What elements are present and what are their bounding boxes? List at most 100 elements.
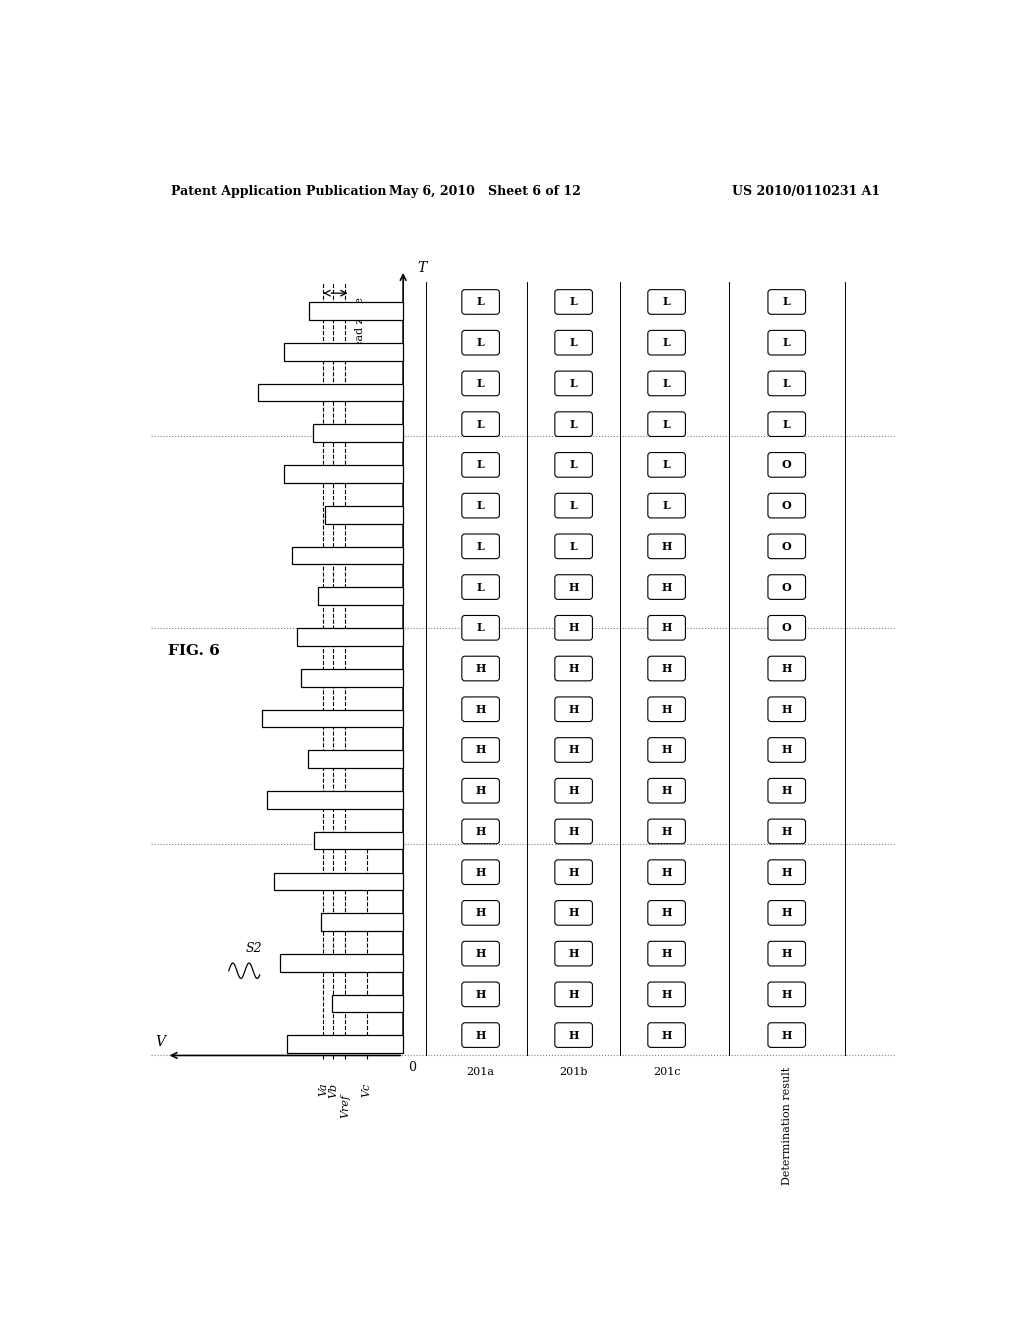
FancyBboxPatch shape	[648, 412, 685, 437]
Text: Va: Va	[318, 1082, 329, 1096]
Text: 201a: 201a	[467, 1067, 495, 1077]
Text: H: H	[475, 948, 485, 960]
Text: H: H	[662, 907, 672, 919]
FancyBboxPatch shape	[462, 697, 500, 722]
Text: L: L	[477, 337, 484, 348]
Text: Vc: Vc	[361, 1082, 372, 1097]
FancyBboxPatch shape	[462, 656, 500, 681]
Bar	[317, 587, 403, 605]
FancyBboxPatch shape	[555, 941, 593, 966]
Text: L: L	[569, 297, 578, 308]
FancyBboxPatch shape	[648, 615, 685, 640]
Text: L: L	[663, 459, 671, 470]
Text: FIG. 6: FIG. 6	[168, 644, 220, 659]
Text: H: H	[568, 948, 579, 960]
FancyBboxPatch shape	[768, 779, 806, 803]
Text: H: H	[475, 826, 485, 837]
Text: O: O	[782, 582, 792, 593]
FancyBboxPatch shape	[768, 494, 806, 517]
Text: L: L	[783, 418, 791, 429]
Text: L: L	[477, 541, 484, 552]
Bar	[273, 873, 403, 890]
Text: L: L	[477, 582, 484, 593]
FancyBboxPatch shape	[768, 1023, 806, 1047]
FancyBboxPatch shape	[555, 859, 593, 884]
Text: L: L	[477, 459, 484, 470]
FancyBboxPatch shape	[462, 941, 500, 966]
Text: May 6, 2010   Sheet 6 of 12: May 6, 2010 Sheet 6 of 12	[388, 185, 581, 198]
FancyBboxPatch shape	[768, 330, 806, 355]
FancyBboxPatch shape	[648, 494, 685, 517]
Text: H: H	[781, 785, 792, 796]
Text: H: H	[781, 744, 792, 755]
Text: L: L	[783, 337, 791, 348]
Text: L: L	[663, 418, 671, 429]
FancyBboxPatch shape	[555, 535, 593, 558]
FancyBboxPatch shape	[462, 412, 500, 437]
Text: L: L	[663, 297, 671, 308]
FancyBboxPatch shape	[768, 697, 806, 722]
Text: H: H	[662, 541, 672, 552]
Text: US 2010/0110231 A1: US 2010/0110231 A1	[731, 185, 880, 198]
FancyBboxPatch shape	[648, 820, 685, 843]
FancyBboxPatch shape	[768, 941, 806, 966]
FancyBboxPatch shape	[462, 574, 500, 599]
Text: H: H	[662, 1030, 672, 1040]
Bar	[322, 913, 403, 931]
FancyBboxPatch shape	[648, 330, 685, 355]
Text: T: T	[417, 261, 426, 275]
FancyBboxPatch shape	[648, 859, 685, 884]
Bar	[258, 384, 403, 401]
Bar	[309, 302, 403, 319]
FancyBboxPatch shape	[648, 453, 685, 478]
Text: H: H	[781, 948, 792, 960]
Text: H: H	[781, 1030, 792, 1040]
Bar	[332, 995, 403, 1012]
Text: H: H	[475, 744, 485, 755]
Text: H: H	[662, 826, 672, 837]
FancyBboxPatch shape	[462, 615, 500, 640]
FancyBboxPatch shape	[768, 656, 806, 681]
Text: H: H	[568, 989, 579, 999]
Text: L: L	[477, 378, 484, 389]
FancyBboxPatch shape	[648, 941, 685, 966]
Text: O: O	[782, 541, 792, 552]
Bar	[281, 954, 403, 972]
Text: H: H	[781, 663, 792, 675]
Text: L: L	[477, 418, 484, 429]
Text: H: H	[662, 989, 672, 999]
Text: H: H	[475, 704, 485, 714]
Text: H: H	[475, 663, 485, 675]
FancyBboxPatch shape	[462, 371, 500, 396]
Text: L: L	[663, 378, 671, 389]
FancyBboxPatch shape	[462, 820, 500, 843]
FancyBboxPatch shape	[555, 574, 593, 599]
FancyBboxPatch shape	[555, 900, 593, 925]
Text: H: H	[568, 622, 579, 634]
Text: L: L	[477, 297, 484, 308]
FancyBboxPatch shape	[768, 615, 806, 640]
Text: L: L	[569, 418, 578, 429]
Text: H: H	[568, 582, 579, 593]
FancyBboxPatch shape	[648, 1023, 685, 1047]
Text: O: O	[782, 500, 792, 511]
Text: H: H	[568, 826, 579, 837]
FancyBboxPatch shape	[555, 656, 593, 681]
Text: 0: 0	[409, 1061, 417, 1074]
Text: H: H	[475, 907, 485, 919]
FancyBboxPatch shape	[648, 656, 685, 681]
FancyBboxPatch shape	[768, 738, 806, 763]
FancyBboxPatch shape	[555, 820, 593, 843]
Text: L: L	[569, 459, 578, 470]
FancyBboxPatch shape	[555, 289, 593, 314]
FancyBboxPatch shape	[768, 574, 806, 599]
FancyBboxPatch shape	[768, 900, 806, 925]
FancyBboxPatch shape	[768, 289, 806, 314]
FancyBboxPatch shape	[768, 820, 806, 843]
FancyBboxPatch shape	[555, 371, 593, 396]
Text: H: H	[568, 867, 579, 878]
Text: H: H	[662, 582, 672, 593]
FancyBboxPatch shape	[555, 494, 593, 517]
FancyBboxPatch shape	[768, 982, 806, 1007]
Text: H: H	[662, 744, 672, 755]
